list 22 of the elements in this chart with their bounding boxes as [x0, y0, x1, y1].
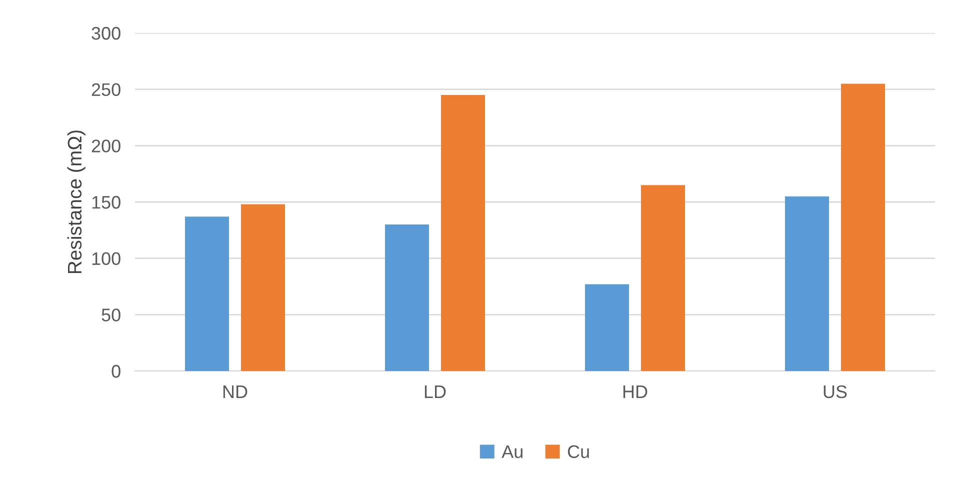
bar [585, 284, 629, 371]
x-tick-label: HD [623, 386, 648, 398]
y-tick-label: 0 [112, 364, 120, 378]
y-tick-label: 200 [92, 140, 120, 152]
x-tick-label: US [824, 385, 847, 398]
bar [441, 94, 485, 371]
x-tick-label: LD [424, 386, 446, 398]
legend-label: Au [502, 445, 522, 458]
bar [785, 196, 829, 371]
bar [385, 224, 429, 371]
x-tick-label: ND [223, 386, 248, 398]
bar [241, 204, 285, 371]
y-tick-label: 300 [92, 26, 120, 40]
y-tick-label: 100 [92, 252, 120, 266]
y-axis-title: Resistance (mΩ) [67, 130, 86, 274]
bar [185, 216, 229, 371]
bar [841, 84, 885, 371]
y-tick-label: 50 [102, 308, 120, 322]
y-tick-label: 250 [92, 83, 120, 96]
bar [641, 185, 685, 371]
y-tick-label: 150 [92, 196, 120, 209]
legend-label: Cu [568, 445, 589, 458]
